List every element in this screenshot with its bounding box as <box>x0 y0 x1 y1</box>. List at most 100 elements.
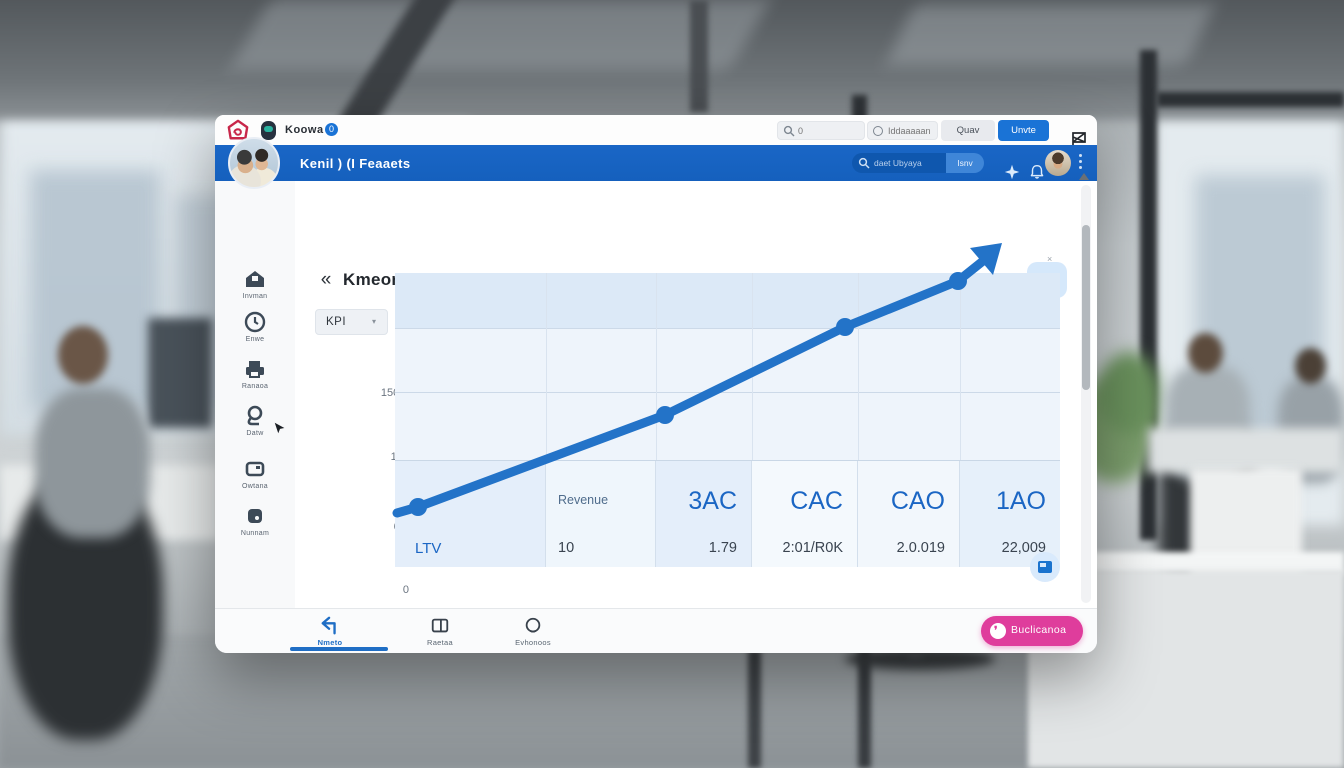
metric-header: 3AC <box>688 487 737 515</box>
app-icon <box>248 509 262 523</box>
sidebar-item-office[interactable]: Ranaoa <box>215 357 295 397</box>
clock-icon <box>244 311 266 333</box>
kpi-filter-label: KPI <box>326 316 347 328</box>
metric-cell-cac: CAC 2:01/R0K <box>752 461 858 567</box>
app-header: Kenil ) (I Feaaets daet Ubyaya Isnv <box>215 137 1097 189</box>
active-tab-indicator <box>290 647 388 651</box>
background-glass-frame <box>1157 92 1344 107</box>
background-chair-base <box>845 648 995 670</box>
metric-value: 2:01/R0K <box>782 540 843 556</box>
nav-tab-records[interactable]: Evhonoos <box>488 613 578 651</box>
scrollbar-thumb[interactable] <box>1082 225 1090 390</box>
app-header-title: Kenil ) (I Feaaets <box>300 156 411 171</box>
metric-cell-cao: CAO 2.0.019 <box>858 461 960 567</box>
app-window: Koowa 0 Quav Unvte Kenil ) (I Feaaets da… <box>215 115 1097 653</box>
sidebar-item-label: Datw <box>246 430 264 437</box>
nav-tab-label: Nmeto <box>317 638 343 647</box>
workspace-avatar[interactable] <box>228 137 280 189</box>
metric-value: 2.0.019 <box>896 540 945 556</box>
sidebar-item-cards[interactable]: Owtana <box>215 457 295 497</box>
close-icon[interactable]: × <box>1047 254 1053 264</box>
gridline <box>546 273 547 460</box>
cta-button[interactable]: ❜ Buclicanoa <box>981 616 1083 646</box>
brand-name: Koowa <box>285 124 324 136</box>
nav-tab-label: Evhonoos <box>515 638 551 647</box>
sidebar-item-label: Owtana <box>242 483 268 490</box>
titlebar-filter-input[interactable] <box>888 123 933 138</box>
cta-label: Buclicanoa <box>1011 624 1067 636</box>
sparkle-icon[interactable] <box>993 153 1020 180</box>
sidebar-item-label: Ranaoa <box>241 383 269 390</box>
nav-tab-reports[interactable]: Raetaa <box>395 613 485 651</box>
header-search-text: daet Ubyaya <box>874 158 922 168</box>
metric-value: 10 <box>558 540 575 556</box>
notification-bell-icon[interactable] <box>1018 153 1044 179</box>
secondary-logo-icon <box>261 121 276 140</box>
sidebar-item-location[interactable]: Datw <box>215 404 295 444</box>
sidebar-item-history[interactable]: Enwe <box>215 310 295 350</box>
nav-tab-label: Raetaa <box>427 638 453 647</box>
titlebar-search-field[interactable] <box>777 121 865 140</box>
search-icon <box>858 157 870 169</box>
background-partition-post <box>858 650 871 768</box>
printer-icon <box>246 361 264 378</box>
window-titlebar: Koowa 0 Quav Unvte <box>215 115 1097 150</box>
home-icon <box>246 271 264 287</box>
background-foreground-desk <box>1028 552 1344 574</box>
metric-cell-revenue: Revenue 10 <box>546 461 656 567</box>
card-icon <box>245 461 265 477</box>
header-search-pill[interactable]: daet Ubyaya <box>852 153 946 173</box>
brand-count-badge: 0 <box>325 123 338 136</box>
background-monitor <box>148 318 212 428</box>
metric-table: LTV Revenue 10 3AC 1.79 CAC 2:01/R0K CAO… <box>395 460 1060 567</box>
background-person-right-head <box>1188 333 1223 373</box>
header-search-button[interactable]: Isnv <box>946 153 984 173</box>
sidebar-item-home[interactable]: Invman <box>215 267 295 307</box>
nav-tab-home[interactable]: Nmeto <box>285 613 375 651</box>
sidebar-item-apps[interactable]: Nunnam <box>215 504 295 544</box>
background-beam <box>690 0 708 112</box>
sidebar-item-label: Enwe <box>245 336 265 343</box>
metric-cell-ltv: LTV <box>395 461 546 567</box>
titlebar-primary-button[interactable]: Unvte <box>998 120 1049 141</box>
titlebar-filter-field[interactable] <box>867 121 938 140</box>
metric-value: 22,009 <box>1001 540 1046 556</box>
gridline <box>858 273 859 460</box>
gridline <box>656 273 657 460</box>
sidebar-item-label: Nunnam <box>240 530 270 537</box>
metric-value: 1.79 <box>708 540 737 556</box>
metric-header: CAO <box>890 487 945 515</box>
location-icon <box>247 405 263 426</box>
scrollbar[interactable] <box>1081 185 1091 603</box>
metric-cell-3ac: 3AC 1.79 <box>656 461 752 567</box>
user-avatar[interactable] <box>1045 150 1071 176</box>
sidebar-item-label: Invman <box>242 293 268 300</box>
back-button[interactable]: « <box>315 268 337 292</box>
kebab-menu-icon[interactable] <box>1079 154 1083 172</box>
metric-header: Revenue <box>558 493 609 507</box>
quote-icon: ❜ <box>990 623 1006 639</box>
background-person-left <box>35 388 150 538</box>
background-ceiling-light <box>886 5 1214 65</box>
search-icon <box>783 125 795 137</box>
save-snapshot-button[interactable] <box>1030 552 1060 582</box>
titlebar-secondary-button[interactable]: Quav <box>941 120 995 141</box>
content-area: « Kmeomen KI × KPI ▾ Bavro Deamgoe 150% … <box>295 173 1097 638</box>
line-chart-plot: LTV Revenue 10 3AC 1.79 CAC 2:01/R0K CAO… <box>395 273 1060 567</box>
bookmark-flag-icon[interactable] <box>1057 119 1086 150</box>
sidebar: Invman Enwe Ranaoa Datw Owtana Nunnam <box>215 181 295 608</box>
bottom-nav: Nmeto Raetaa Evhonoos ❜ Buclicanoa <box>215 608 1097 653</box>
background-person-left-head <box>58 326 108 384</box>
back-arrow-icon <box>321 616 336 635</box>
background-desk-right <box>1148 428 1344 473</box>
tablet-icon <box>431 618 449 633</box>
metric-value: LTV <box>415 540 442 557</box>
scroll-up-icon[interactable] <box>1079 173 1089 180</box>
brand-logo-icon <box>227 119 249 140</box>
gridline <box>960 273 961 460</box>
background-partition-post <box>748 650 761 768</box>
kpi-filter-dropdown[interactable]: KPI ▾ <box>315 309 388 335</box>
gridline <box>752 273 753 460</box>
background-plant <box>1098 352 1160 434</box>
titlebar-search-input[interactable] <box>798 123 860 138</box>
